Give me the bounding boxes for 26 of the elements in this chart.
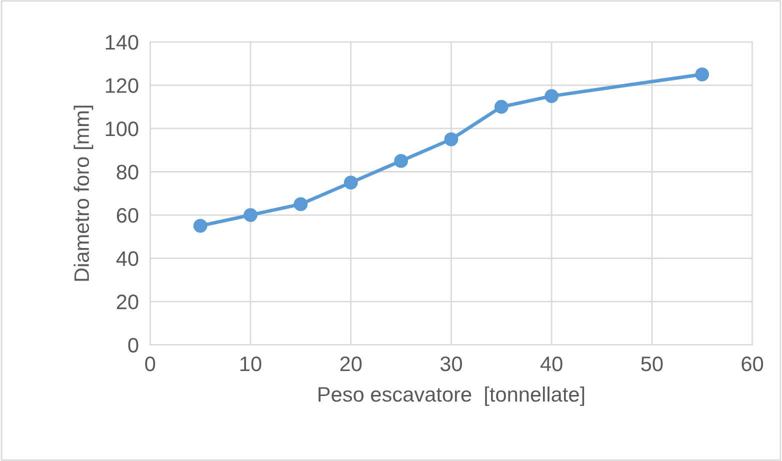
y-tick-label: 80: [116, 164, 138, 180]
y-tick-label: 0: [128, 338, 138, 353]
x-tick-label: 60: [742, 356, 764, 372]
x-tick-label: 0: [145, 356, 156, 372]
x-tick-label: 20: [340, 356, 362, 372]
point: [444, 132, 458, 146]
x-tick-label: 40: [540, 356, 562, 372]
y-tick-label: 40: [116, 251, 138, 266]
point: [394, 154, 408, 168]
point: [695, 67, 710, 82]
point: [244, 208, 258, 222]
point: [494, 100, 508, 114]
x-tick-label: 50: [641, 356, 663, 372]
x-tick-label: 30: [440, 356, 462, 372]
y-tick-label: 20: [116, 294, 138, 310]
point: [544, 89, 559, 103]
y-tick-label: 140: [106, 34, 138, 50]
y-axis-title: Diametro foro [mm]: [74, 106, 94, 281]
point: [344, 176, 358, 190]
x-axis-title: Peso escavatore [tonnellate]: [318, 386, 584, 406]
point: [193, 218, 208, 233]
y-tick-label: 60: [116, 208, 138, 223]
y-tick-label: 120: [106, 78, 138, 93]
y-tick-label: 100: [106, 121, 138, 136]
x-tick-label: 10: [240, 356, 262, 372]
point: [294, 197, 308, 212]
